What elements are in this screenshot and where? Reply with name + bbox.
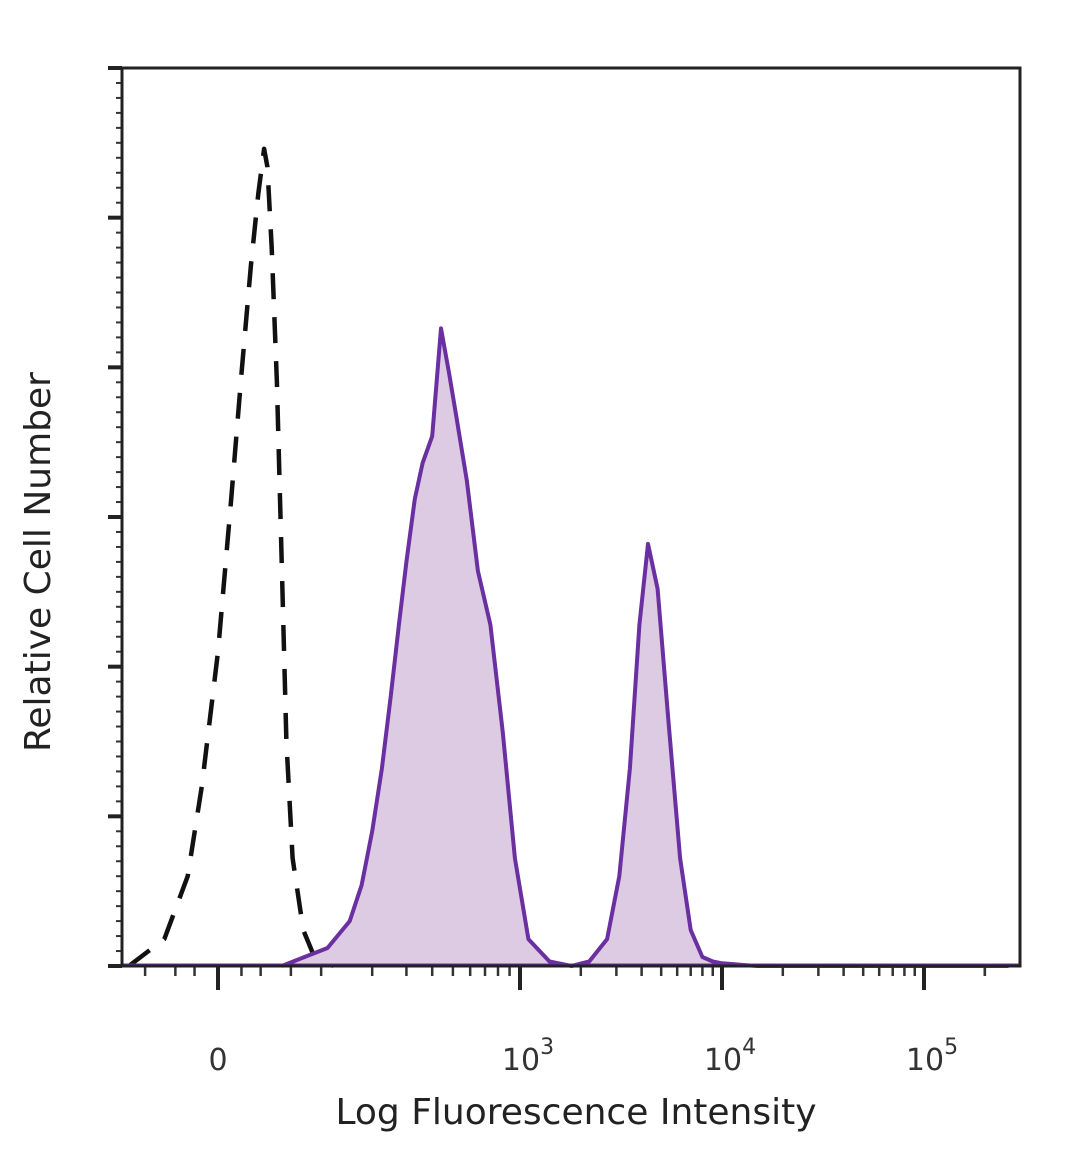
plot-area bbox=[122, 146, 1020, 969]
x-tick-label: 105 bbox=[906, 1035, 958, 1078]
axes: 0 103 104 105 bbox=[108, 66, 987, 1078]
series-line-control bbox=[127, 146, 335, 969]
x-axis-label: Log Fluorescence Intensity bbox=[335, 1092, 816, 1133]
x-tick-label: 104 bbox=[704, 1035, 756, 1078]
series-fill-stained bbox=[281, 328, 1009, 966]
plot-frame bbox=[120, 66, 1022, 968]
series-line-stained bbox=[280, 326, 1009, 968]
x-tick-label: 103 bbox=[502, 1035, 554, 1078]
y-axis-label: Relative Cell Number bbox=[18, 372, 59, 752]
x-tick-label: 0 bbox=[208, 1043, 227, 1078]
